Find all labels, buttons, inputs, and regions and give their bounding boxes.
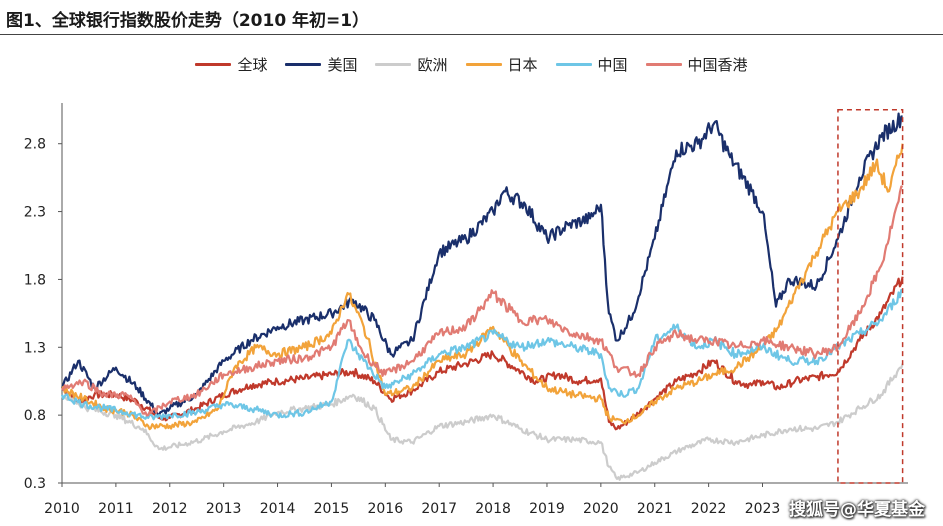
series-line-5	[61, 185, 904, 417]
legend-label: 中国	[597, 56, 628, 74]
y-tick-label: 2.8	[24, 137, 46, 153]
x-tick-label: 2011	[98, 501, 134, 517]
series-line-1	[60, 112, 903, 417]
series-line-0	[61, 276, 904, 431]
x-tick-label: 2018	[475, 501, 511, 517]
legend-item: 日本	[465, 54, 538, 75]
highlight-box	[837, 109, 904, 484]
x-tick-label: 2013	[206, 501, 242, 517]
legend-label: 美国	[327, 56, 358, 74]
x-tick-label: 2019	[529, 501, 565, 517]
x-tick-label: 2021	[637, 501, 673, 517]
axes: 0.3 0.8 1.3 1.8 2.3 2.8 2010 2011 2012 2013 2014 20…	[24, 103, 908, 517]
y-tick-label: 1.3	[24, 340, 46, 356]
watermark: 搜狐号@华夏基金	[789, 500, 925, 520]
x-tick-label: 2020	[583, 501, 619, 517]
legend-label: 日本	[507, 56, 538, 74]
legend-label: 全球	[237, 56, 268, 74]
series-line-4	[60, 288, 903, 421]
y-tick-label: 0.3	[24, 476, 46, 492]
y-tick-label: 2.3	[24, 205, 46, 221]
legend-item: 欧洲	[375, 54, 448, 75]
legend-item: 美国	[285, 54, 357, 75]
legend-swatch	[645, 63, 682, 66]
legend-swatch	[195, 63, 232, 66]
legend-item: 全球	[195, 54, 267, 75]
legend: 全球 美国 欧洲 日本 中国 中国香港	[0, 54, 943, 75]
y-tick-label: 0.8	[24, 408, 46, 424]
legend-swatch	[555, 63, 592, 66]
x-tick-label: 2023	[745, 501, 781, 517]
series-line-2	[60, 363, 904, 481]
legend-item: 中国	[555, 54, 628, 75]
x-tick-label: 2017	[421, 501, 457, 517]
legend-swatch	[465, 63, 502, 66]
legend-label: 欧洲	[417, 56, 448, 74]
y-tick-label: 1.8	[24, 272, 46, 288]
title-divider	[0, 34, 943, 35]
x-tick-label: 2010	[44, 501, 80, 517]
x-tick-label: 2015	[314, 501, 350, 517]
legend-label: 中国香港	[687, 56, 748, 74]
x-tick-label: 2016	[367, 501, 403, 517]
legend-item: 中国香港	[645, 54, 748, 75]
legend-swatch	[285, 63, 322, 66]
page-title: 图1、全球银行指数股价走势（2010 年初=1）	[6, 11, 370, 31]
x-tick-label: 2014	[260, 501, 296, 517]
legend-swatch	[375, 63, 412, 66]
plot-area	[60, 109, 904, 484]
x-tick-label: 2022	[691, 501, 727, 517]
x-tick-label: 2012	[152, 501, 188, 517]
